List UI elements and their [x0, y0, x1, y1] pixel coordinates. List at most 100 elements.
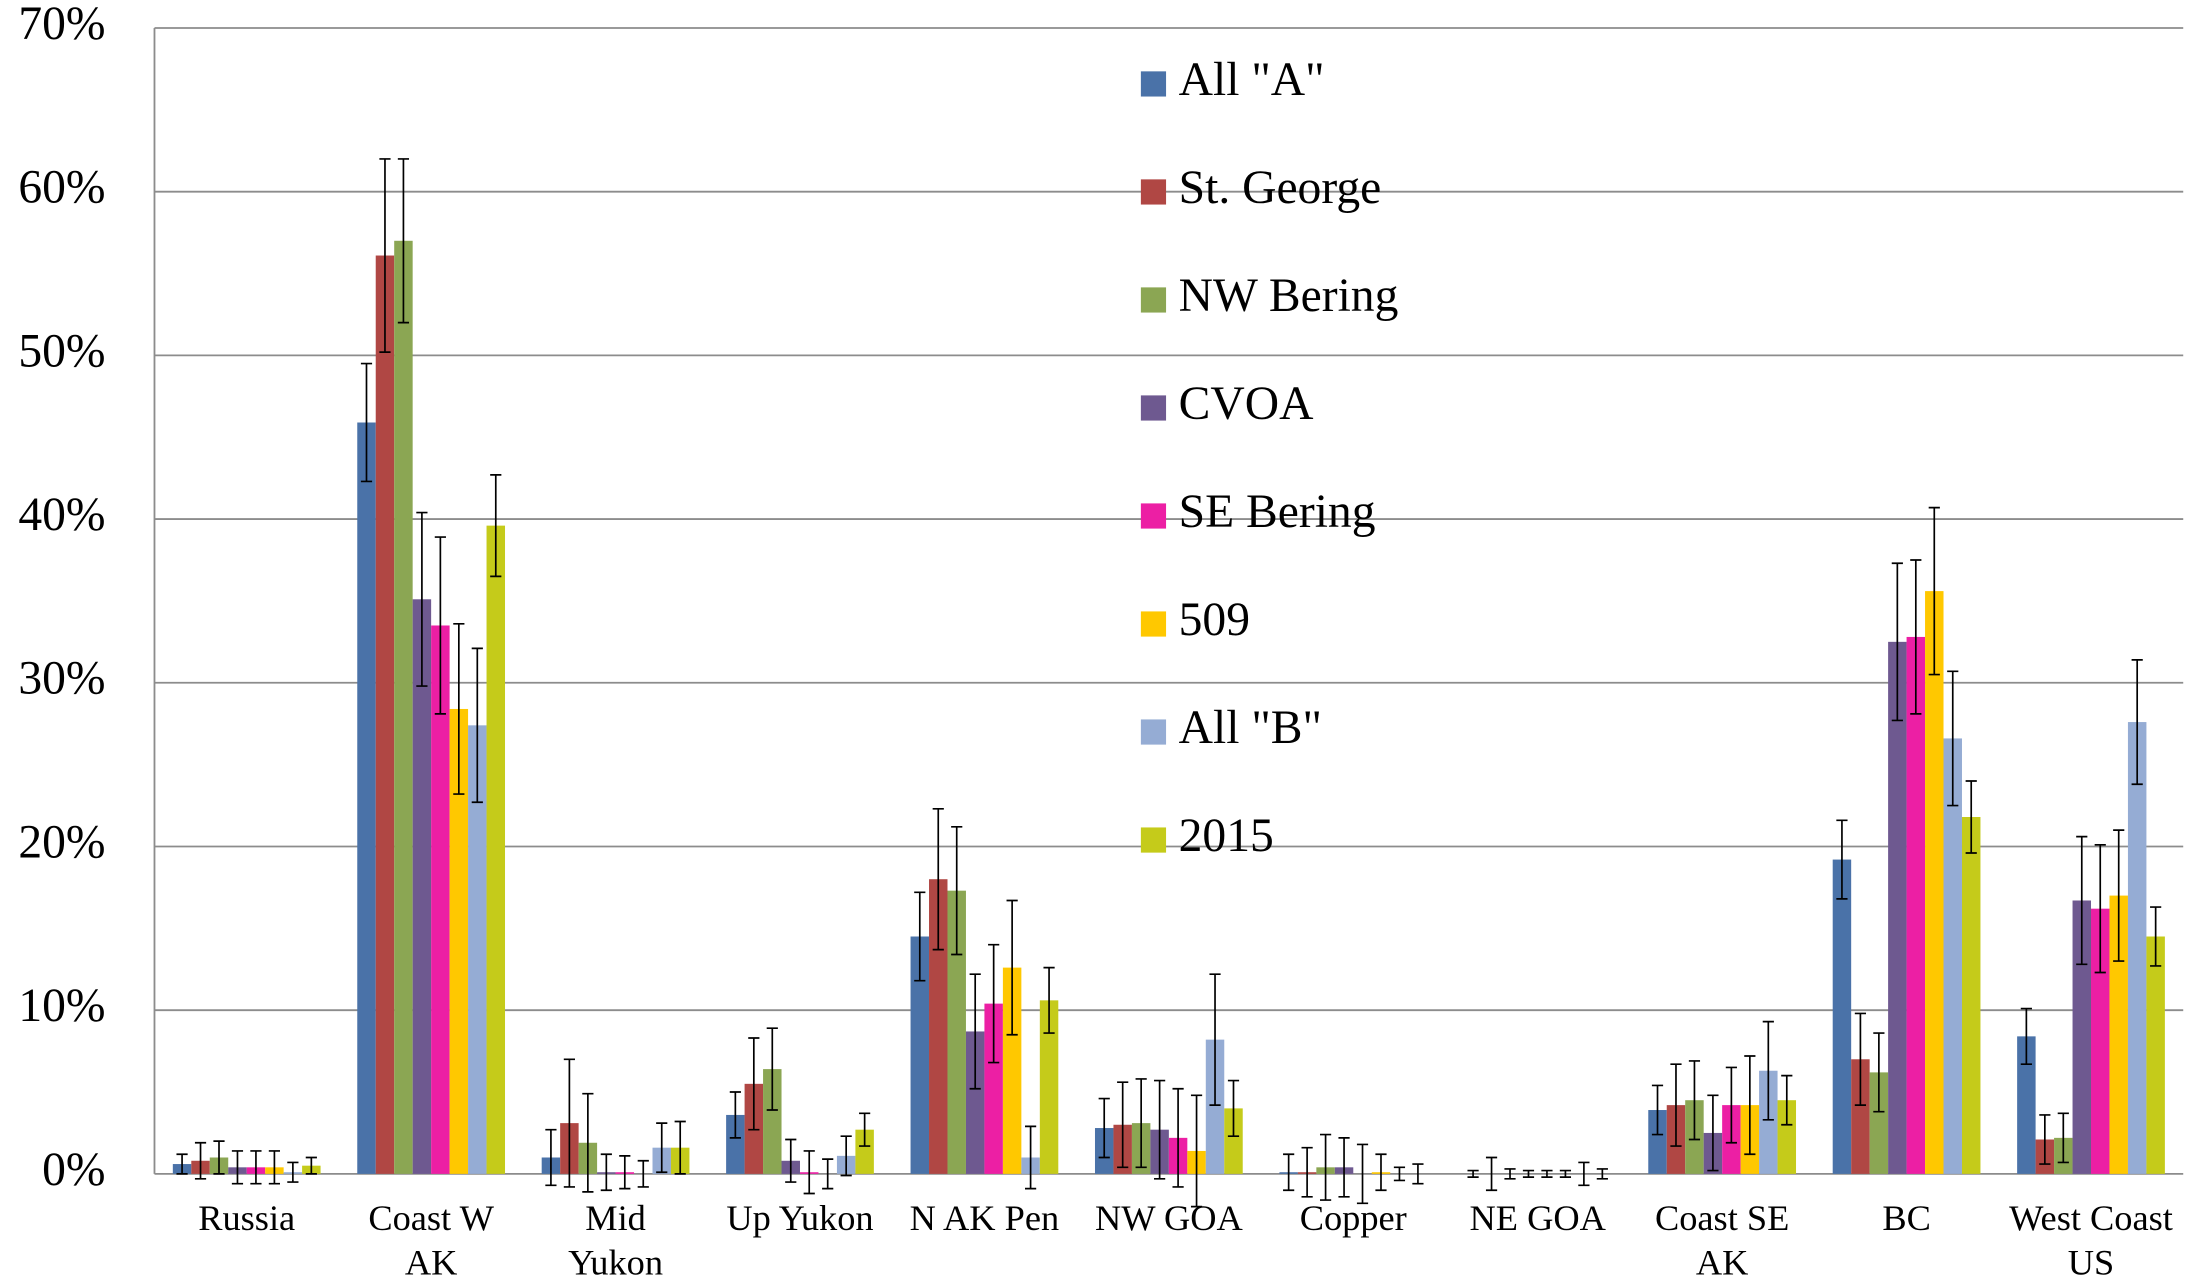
error-bar [2039, 1114, 2051, 1165]
error-bar [2057, 1112, 2069, 1164]
error-bar [1522, 1169, 1535, 1178]
error-bar [785, 1138, 797, 1183]
bar [412, 599, 432, 1174]
x-tick-label: AK [405, 1243, 458, 1283]
error-bar [1043, 966, 1055, 1034]
x-tick-label: West Coast [2009, 1198, 2173, 1238]
error-bar [1319, 1133, 1332, 1201]
bar [1648, 1110, 1667, 1174]
y-tick-label: 60% [18, 162, 105, 214]
bar [947, 890, 966, 1174]
legend-label: All "A" [1179, 54, 1325, 106]
bar [394, 240, 413, 1174]
error-bar [1947, 670, 1959, 807]
bar [1906, 636, 1926, 1174]
bar [1002, 967, 1022, 1174]
error-bar [1910, 559, 1922, 715]
bar [984, 1003, 1003, 1174]
error-bar [176, 1153, 188, 1175]
bar [1851, 1059, 1870, 1174]
error-bar [1762, 1020, 1774, 1121]
error-bar [1781, 1074, 1793, 1126]
error-bar [471, 647, 483, 804]
error-bar [453, 623, 465, 795]
legend-label: NW Bering [1179, 270, 1399, 322]
error-bar [859, 1112, 871, 1147]
x-tick-label: NE GOA [1470, 1198, 1606, 1238]
x-tick-label: Coast W [368, 1198, 494, 1238]
error-bar [582, 1092, 594, 1193]
error-bar [1836, 819, 1848, 900]
error-bar [674, 1120, 686, 1175]
y-tick-label: 50% [18, 325, 105, 377]
bar [855, 1129, 874, 1174]
x-tick-label: NW GOA [1095, 1198, 1243, 1238]
error-bar [379, 158, 391, 353]
error-bar [840, 1135, 852, 1177]
x-tick-label: BC [1882, 1198, 1931, 1238]
legend-swatch [1140, 287, 1167, 313]
error-bar [988, 943, 1000, 1064]
x-tick-label: Coast SE [1655, 1198, 1789, 1238]
bar [1925, 591, 1944, 1174]
error-bar [1172, 1087, 1184, 1188]
bar [1205, 1039, 1225, 1174]
error-bar [1301, 1146, 1313, 1198]
y-tick-label: 70% [18, 0, 105, 50]
error-bar [268, 1150, 281, 1185]
x-tick-label: Up Yukon [726, 1198, 873, 1238]
bar [431, 625, 450, 1174]
error-bar [397, 158, 410, 324]
bar [449, 708, 469, 1174]
bar [1888, 641, 1907, 1174]
bar [375, 255, 395, 1174]
error-bar [803, 1150, 815, 1195]
legend-swatch [1140, 71, 1167, 97]
error-bar [1725, 1066, 1737, 1144]
bar [1961, 817, 1981, 1174]
error-bar [231, 1150, 244, 1185]
x-tick-label: Yukon [568, 1243, 663, 1283]
error-bar [1688, 1060, 1701, 1141]
error-bar [1154, 1079, 1166, 1180]
bar [929, 879, 948, 1174]
x-tick-label: N AK Pen [910, 1198, 1060, 1238]
error-bar [287, 1161, 299, 1183]
error-bar [1854, 1012, 1866, 1106]
error-bar [1965, 780, 1977, 854]
error-bar [416, 511, 428, 687]
error-bar [2094, 843, 2106, 974]
legend-swatch [1140, 611, 1167, 637]
error-bar [250, 1150, 262, 1185]
bar [2091, 908, 2110, 1174]
bar [468, 725, 487, 1174]
error-bar [748, 1037, 760, 1131]
error-bar [305, 1156, 317, 1175]
bar [357, 422, 376, 1174]
error-bar [1283, 1153, 1295, 1192]
error-bar [1596, 1168, 1608, 1180]
error-bar [637, 1159, 649, 1188]
bar [1777, 1100, 1797, 1174]
x-tick-label: Mid [585, 1198, 646, 1238]
error-bar [1117, 1081, 1129, 1169]
bar [910, 936, 930, 1174]
error-bar [969, 973, 981, 1090]
error-bar [545, 1128, 557, 1187]
legend-label: CVOA [1179, 378, 1314, 430]
error-bar [656, 1122, 668, 1174]
error-bar [1578, 1161, 1590, 1187]
error-bar [619, 1155, 631, 1190]
error-bar [1356, 1143, 1369, 1205]
bar [1224, 1108, 1243, 1174]
legend-swatch [1140, 395, 1167, 421]
bar [1039, 1000, 1059, 1174]
error-bar [490, 474, 502, 578]
legend-label: St. George [1179, 162, 1382, 214]
error-bar [600, 1153, 612, 1192]
error-bar [1928, 506, 1940, 676]
error-bar [1393, 1166, 1406, 1182]
bar [1759, 1070, 1778, 1174]
error-bar [2020, 1007, 2032, 1066]
